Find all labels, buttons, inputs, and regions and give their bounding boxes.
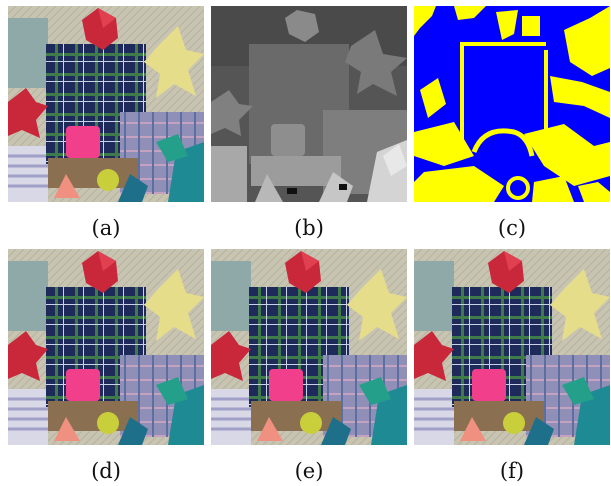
scene-photo-image [8, 249, 204, 445]
binary-mask-image [414, 6, 610, 202]
scene-photo-image [211, 249, 407, 445]
panel-d-photo [8, 249, 204, 445]
panel-b-disparity [211, 6, 407, 202]
panel-c-mask [414, 6, 610, 202]
panel-f-photo [414, 249, 610, 445]
caption-f: (f) [499, 459, 525, 483]
caption-e: (e) [294, 459, 324, 483]
caption-b: (b) [294, 216, 324, 240]
disparity-map-image [211, 6, 407, 202]
scene-photo-image [414, 249, 610, 445]
panel-e-photo [211, 249, 407, 445]
caption-a: (a) [91, 216, 121, 240]
caption-c: (c) [497, 216, 527, 240]
caption-d: (d) [91, 459, 121, 483]
panel-a-photo [8, 6, 204, 202]
scene-photo-image [8, 6, 204, 202]
